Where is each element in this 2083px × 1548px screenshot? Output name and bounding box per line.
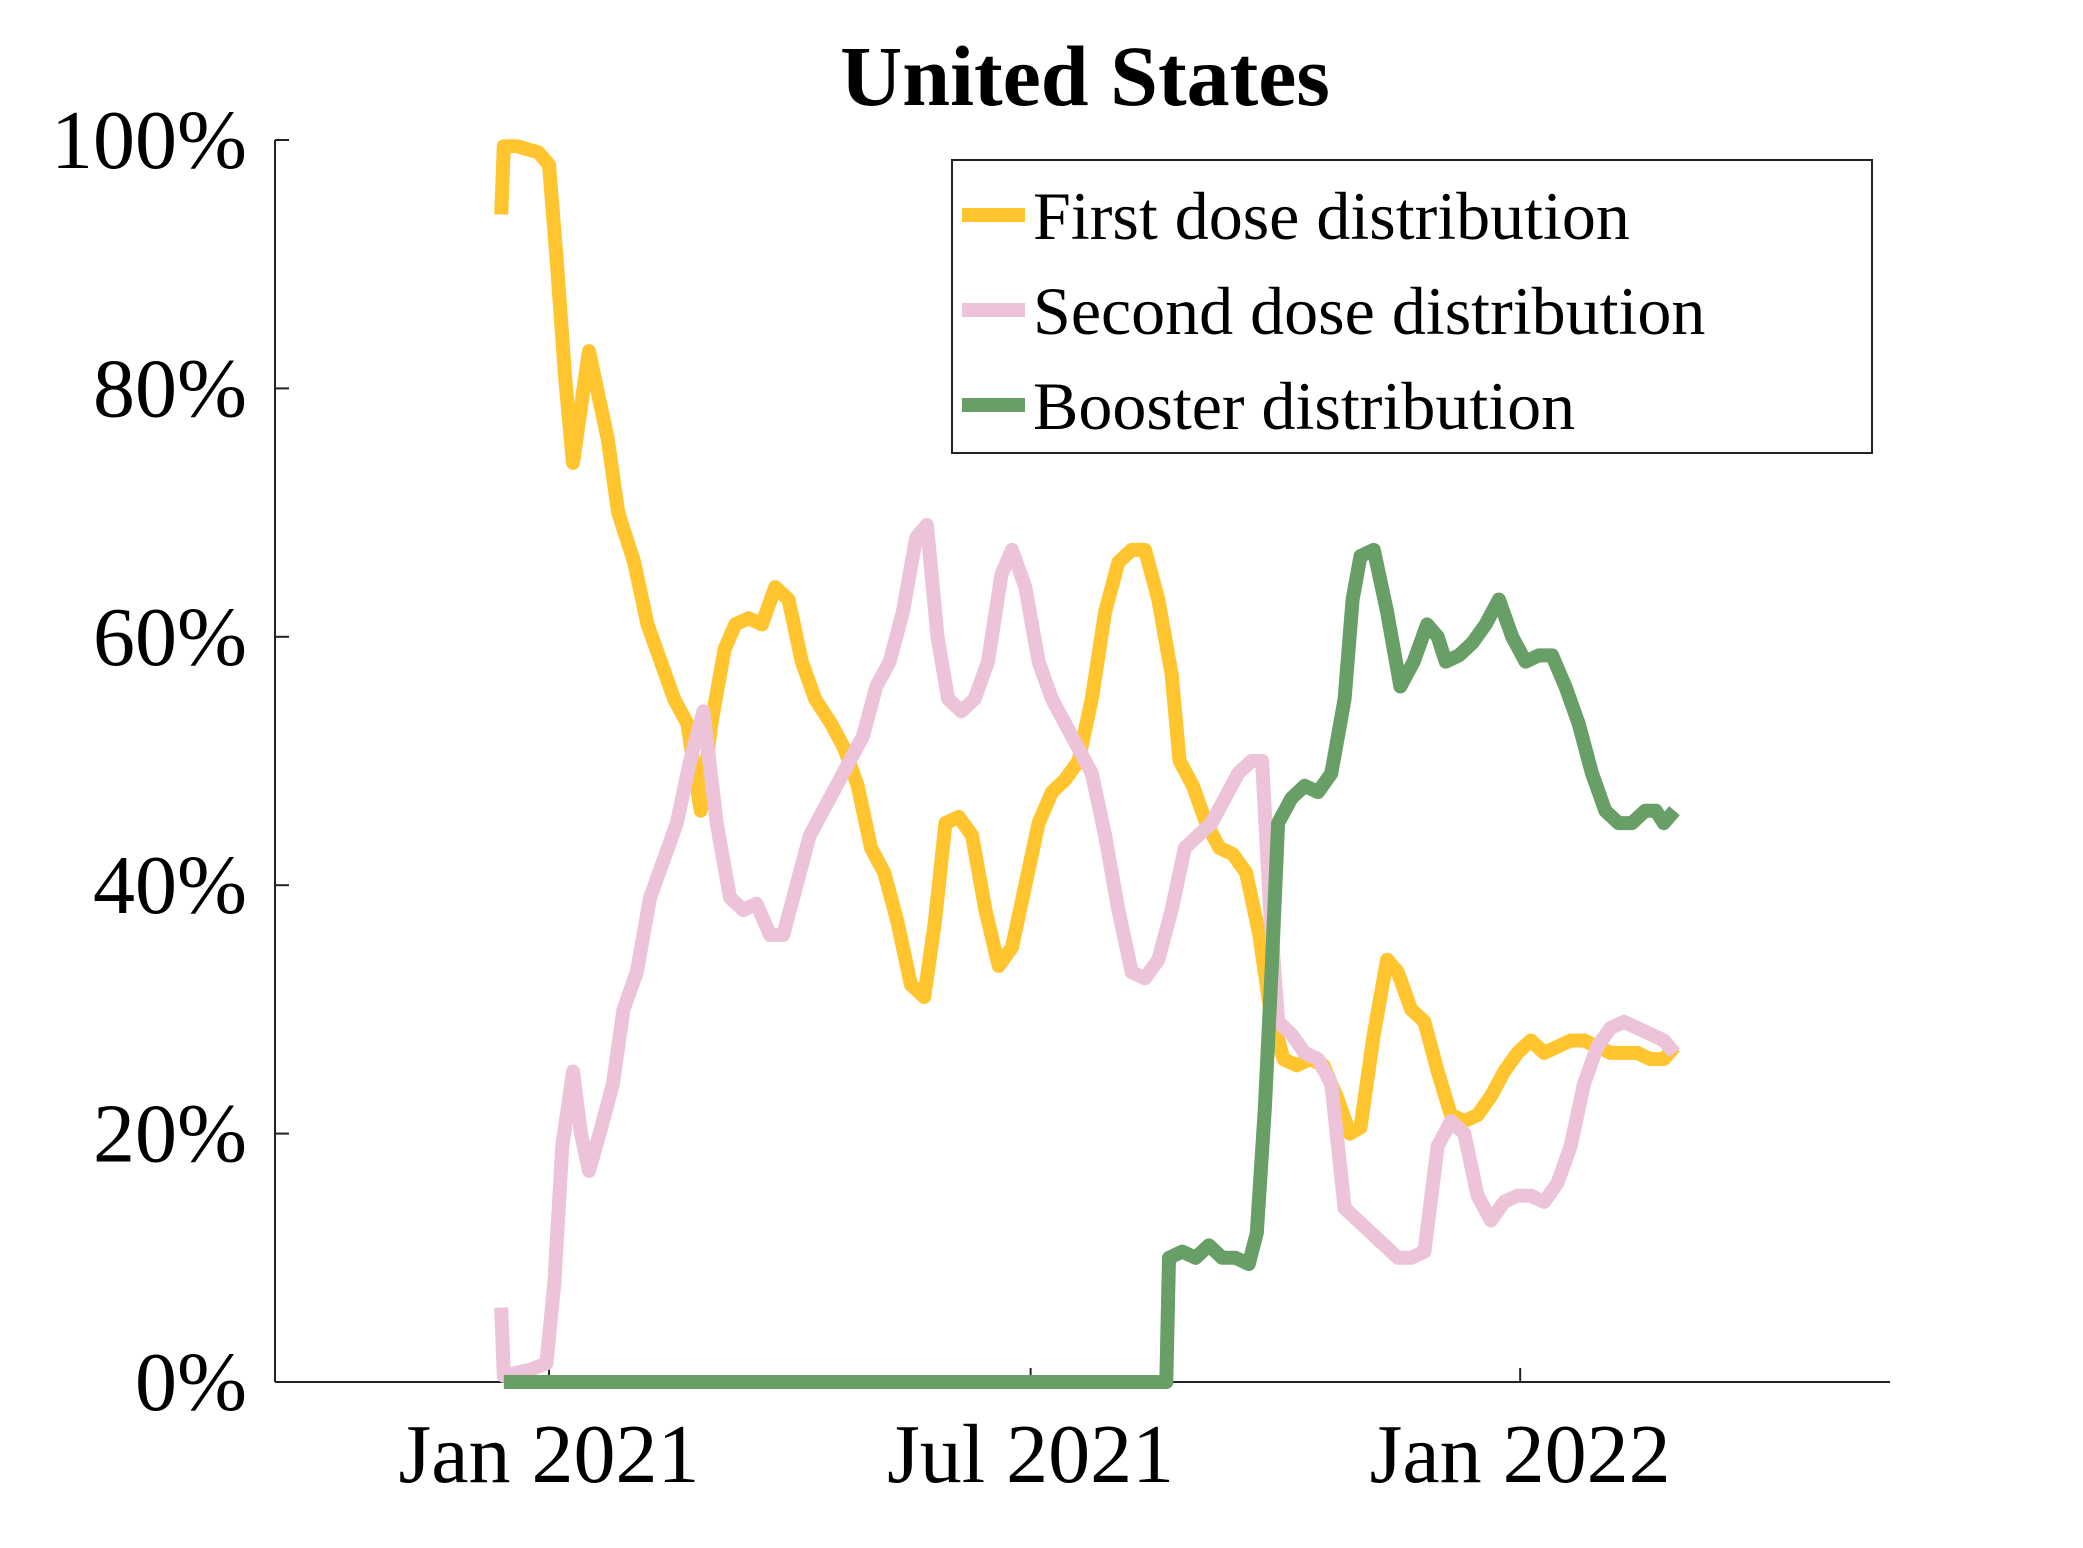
legend-label-3: Booster distribution bbox=[1033, 368, 1575, 444]
y-tick-label: 80% bbox=[93, 342, 247, 435]
y-tick-label: 20% bbox=[93, 1088, 247, 1181]
y-tick-label: 60% bbox=[93, 591, 247, 684]
y-tick-label: 100% bbox=[51, 94, 247, 187]
series-lines bbox=[494, 139, 1680, 1389]
series-line-3 bbox=[503, 542, 1680, 1389]
x-tick-label: Jan 2021 bbox=[399, 1408, 700, 1501]
series-line-2 bbox=[494, 518, 1680, 1383]
legend-label-1: First dose distribution bbox=[1033, 178, 1630, 254]
chart-title: United States bbox=[840, 28, 1330, 124]
y-tick-label: 0% bbox=[135, 1336, 247, 1429]
plot-area: 0%20%40%60%80%100% Jan 2021 Jul 2021 Jan 2… bbox=[51, 94, 1890, 1501]
legend-box bbox=[951, 159, 1873, 454]
series-line-1 bbox=[494, 139, 1680, 1141]
legend: First dose distribution Second dose distr… bbox=[951, 159, 1873, 454]
x-tick-label: Jan 2022 bbox=[1370, 1408, 1671, 1501]
y-tick-label: 40% bbox=[93, 839, 247, 932]
x-ticks: Jan 2021 Jul 2021 Jan 2022 bbox=[399, 1368, 1671, 1501]
x-tick-label: Jul 2021 bbox=[887, 1408, 1174, 1501]
legend-label-2: Second dose distribution bbox=[1033, 273, 1705, 349]
y-ticks: 0% 20% 40% 60% 80% 100% bbox=[51, 94, 289, 1429]
